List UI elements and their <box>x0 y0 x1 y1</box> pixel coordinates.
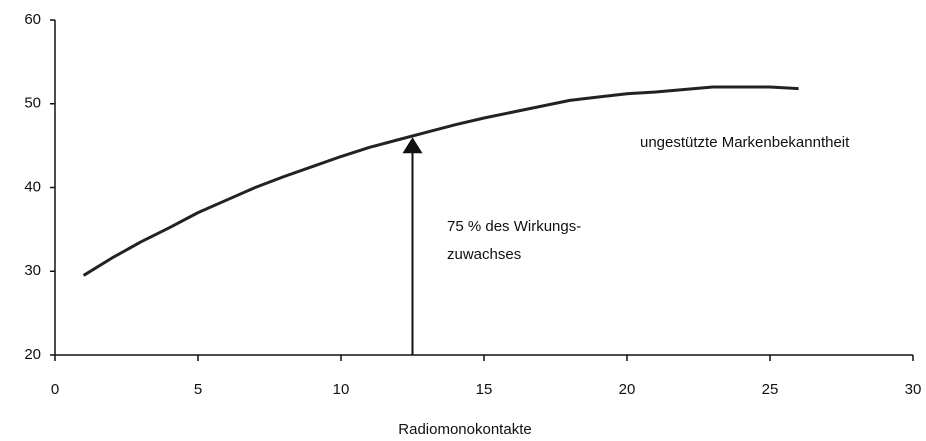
x-tick-label: 25 <box>762 381 779 398</box>
x-tick-label: 5 <box>194 381 202 398</box>
x-tick-label: 20 <box>619 381 636 398</box>
y-tick-label: 50 <box>24 95 41 112</box>
y-tick-label: 60 <box>24 11 41 28</box>
x-axis-label: Radiomonokontakte <box>398 421 531 438</box>
series-label: ungestützte Markenbekanntheit <box>640 134 850 151</box>
y-tick-label: 20 <box>24 346 41 363</box>
annotation: 75 % des Wirkungs- <box>447 218 581 235</box>
x-tick-label: 15 <box>476 381 493 398</box>
x-tick-label: 10 <box>333 381 350 398</box>
line <box>82 85 799 277</box>
annotation: zuwachses <box>447 246 521 263</box>
y-tick-label: 30 <box>24 262 41 279</box>
y-tick-label: 40 <box>24 178 41 195</box>
arrow-head <box>402 137 423 154</box>
x-tick-label: 30 <box>905 381 922 398</box>
x-tick-label: 0 <box>51 381 59 398</box>
